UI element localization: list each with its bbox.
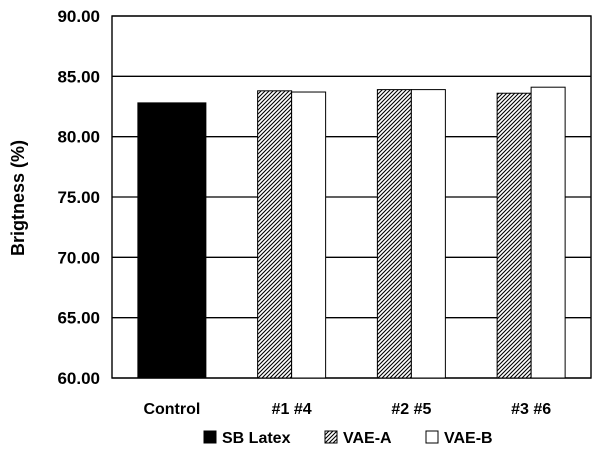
legend-swatch: [203, 430, 217, 444]
y-tick-label: 80.00: [57, 128, 100, 147]
y-axis-title: Brigtness (%): [8, 140, 28, 256]
y-tick-label: 60.00: [57, 369, 100, 388]
y-tick-label: 85.00: [57, 67, 100, 86]
legend-label: SB Latex: [222, 430, 291, 447]
bar-sb-latex: [137, 102, 207, 379]
bar-vae-b: [291, 91, 327, 379]
x-category-label: #2 #5: [391, 401, 431, 418]
y-tick-label: 90.00: [57, 7, 100, 26]
bar-vae-b: [530, 86, 566, 379]
bar-vae-a: [496, 92, 532, 379]
legend-swatch: [324, 430, 338, 444]
x-category-label: #3 #6: [511, 401, 551, 418]
legend-label: VAE-A: [343, 430, 392, 447]
bar-vae-a: [376, 89, 412, 379]
legend-label: VAE-B: [444, 430, 493, 447]
y-tick-label: 70.00: [57, 248, 100, 267]
x-category-label: Control: [143, 401, 200, 418]
legend-swatch: [425, 430, 439, 444]
y-tick-label: 75.00: [57, 188, 100, 207]
bar-vae-a: [257, 90, 293, 379]
y-tick-label: 65.00: [57, 309, 100, 328]
bar-vae-b: [410, 89, 446, 379]
x-category-label: #1 #4: [272, 401, 312, 418]
